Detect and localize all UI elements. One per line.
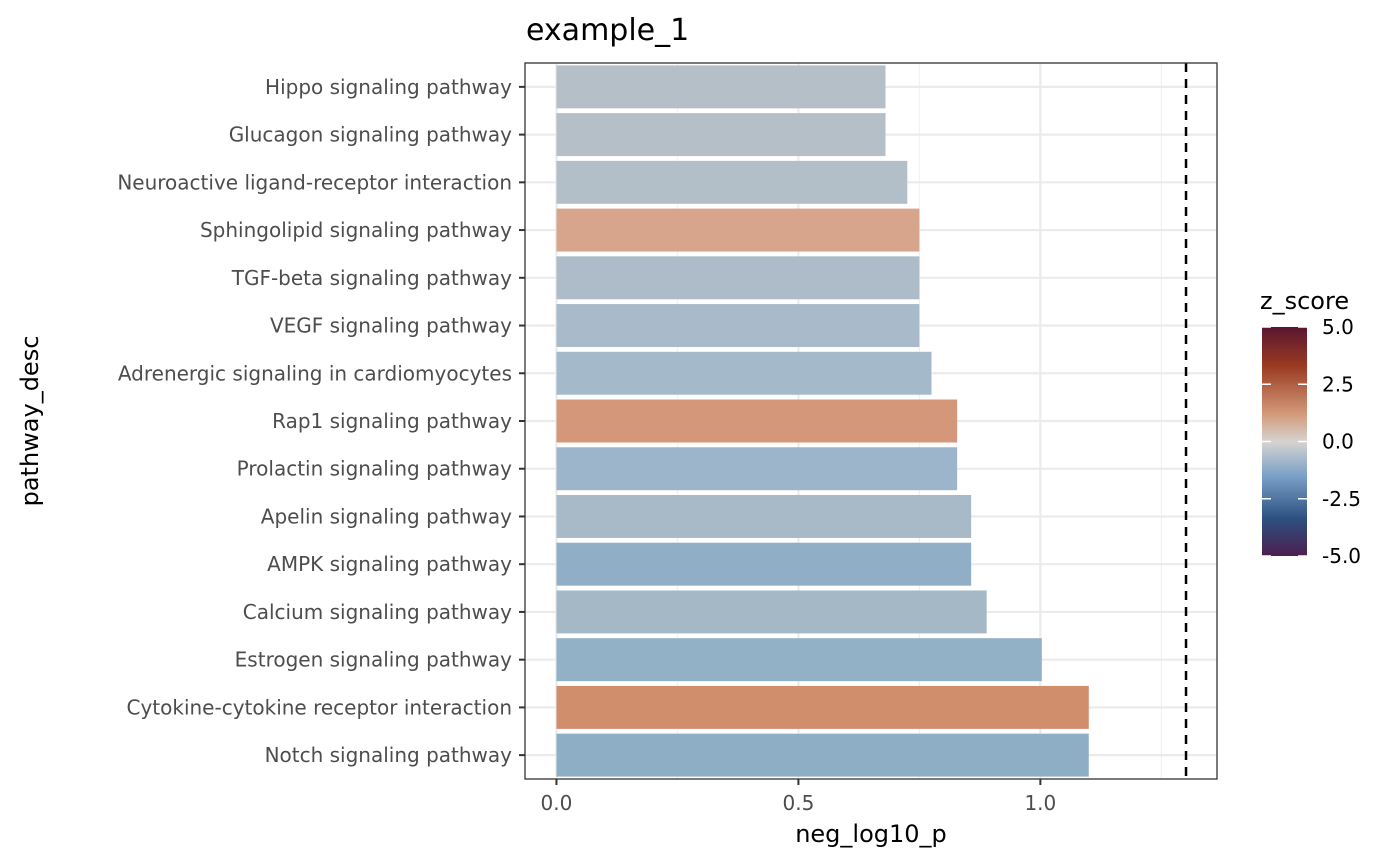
y-tick-label: Rap1 signaling pathway: [272, 409, 512, 433]
bar: [556, 113, 886, 157]
y-tick-label: Apelin signaling pathway: [261, 504, 512, 528]
bar: [556, 733, 1089, 777]
y-tick-label: TGF-beta signaling pathway: [231, 266, 512, 290]
y-axis-title: pathway_desc: [16, 336, 44, 507]
y-tick-label: Calcium signaling pathway: [243, 600, 512, 624]
y-tick-label: VEGF signaling pathway: [270, 314, 512, 338]
legend-tick-label: 0.0: [1322, 430, 1354, 454]
x-axis-title: neg_log10_p: [795, 820, 947, 848]
y-tick-label: Neuroactive ligand-receptor interaction: [117, 170, 512, 194]
legend-tick-label: 2.5: [1322, 372, 1354, 396]
bar: [556, 638, 1042, 682]
bar: [556, 447, 958, 491]
y-tick-label: Glucagon signaling pathway: [229, 123, 512, 147]
legend: z_score 5.0 2.5 0.0 -2.5 -5.0: [1260, 287, 1361, 568]
legend-title: z_score: [1260, 287, 1349, 315]
bar: [556, 256, 920, 300]
bar: [556, 351, 932, 395]
bar: [556, 160, 908, 204]
legend-tick-label: -5.0: [1322, 544, 1361, 568]
bar: [556, 494, 972, 538]
bar: [556, 542, 972, 586]
x-tick-label: 0.0: [541, 791, 573, 815]
y-tick-label: Sphingolipid signaling pathway: [200, 218, 512, 242]
x-tick-label: 1.0: [1024, 791, 1056, 815]
y-tick-label: Hippo signaling pathway: [265, 75, 512, 99]
bar: [556, 208, 920, 252]
y-tick-label: Adrenergic signaling in cardiomyocytes: [118, 361, 512, 385]
legend-ticks: 5.0 2.5 0.0 -2.5 -5.0: [1262, 315, 1361, 568]
y-tick-label: Notch signaling pathway: [265, 743, 513, 767]
legend-tick-label: 5.0: [1322, 315, 1354, 339]
x-tick-label: 0.5: [783, 791, 815, 815]
y-axis: Hippo signaling pathway Glucagon signalin…: [117, 75, 525, 767]
y-tick-label: Estrogen signaling pathway: [235, 648, 512, 672]
bar: [556, 65, 886, 109]
y-tick-label: Prolactin signaling pathway: [237, 457, 512, 481]
legend-tick-label: -2.5: [1322, 487, 1361, 511]
bars: [556, 65, 1089, 777]
x-axis: 0.0 0.5 1.0: [541, 779, 1056, 815]
bar: [556, 304, 920, 348]
bar: [556, 399, 958, 443]
chart-title: example_1: [526, 13, 689, 48]
bar: [556, 590, 987, 634]
y-tick-label: Cytokine-cytokine receptor interaction: [126, 695, 512, 719]
y-tick-label: AMPK signaling pathway: [267, 552, 512, 576]
plot-panel: [524, 62, 1218, 780]
bar: [556, 685, 1089, 729]
